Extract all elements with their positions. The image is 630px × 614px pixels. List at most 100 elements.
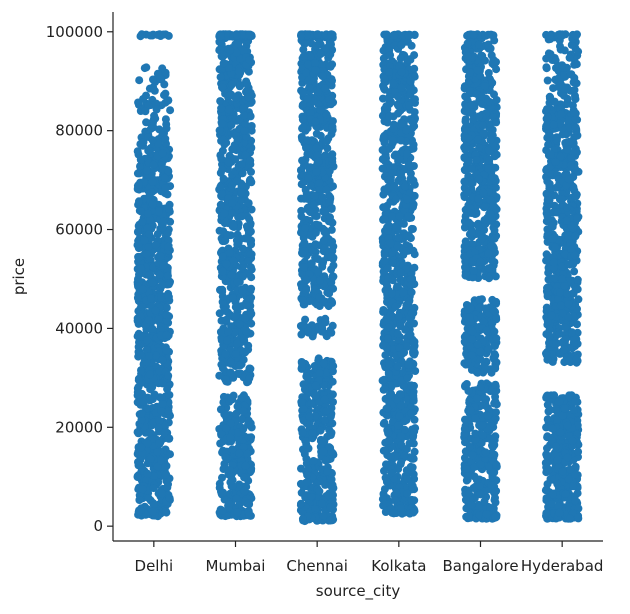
data-point	[145, 271, 154, 280]
data-point	[236, 81, 245, 90]
data-point	[484, 30, 493, 39]
data-point	[298, 156, 307, 165]
data-point	[161, 507, 170, 516]
data-point	[241, 120, 250, 129]
data-point	[316, 426, 325, 435]
data-point	[471, 414, 480, 423]
data-point	[162, 316, 171, 325]
data-point	[396, 322, 405, 331]
data-point	[468, 228, 476, 237]
data-point	[238, 160, 246, 169]
data-point	[473, 368, 482, 377]
data-point	[461, 212, 470, 221]
data-point	[490, 364, 499, 373]
data-point	[159, 217, 168, 226]
data-point	[391, 150, 400, 159]
data-point	[215, 371, 224, 380]
data-point	[219, 59, 228, 68]
data-point	[156, 74, 165, 83]
data-point	[165, 494, 174, 503]
data-point	[303, 60, 312, 69]
series-bangalore	[460, 30, 501, 523]
data-point	[312, 212, 321, 220]
data-point	[383, 404, 392, 413]
data-point	[492, 334, 501, 343]
data-point	[217, 32, 226, 41]
data-point	[155, 270, 164, 279]
data-point	[302, 275, 311, 284]
data-point	[311, 391, 320, 400]
data-point	[315, 293, 324, 302]
data-point	[404, 31, 413, 40]
data-point	[409, 203, 417, 211]
data-point	[158, 149, 167, 158]
data-point	[469, 30, 478, 39]
data-point	[243, 449, 252, 458]
data-point	[221, 453, 230, 461]
data-point	[154, 314, 163, 323]
data-point	[322, 185, 331, 194]
data-point	[247, 309, 256, 318]
data-point	[233, 402, 242, 411]
data-point	[151, 306, 160, 315]
data-point	[297, 398, 306, 406]
data-point	[161, 463, 170, 471]
data-point	[156, 252, 165, 261]
data-point	[138, 485, 147, 494]
data-point	[405, 231, 413, 240]
data-point	[325, 289, 334, 298]
data-point	[472, 156, 481, 164]
data-point	[133, 293, 142, 302]
data-point	[326, 431, 335, 439]
data-point	[475, 143, 484, 152]
data-point	[489, 201, 498, 210]
series-delhi	[133, 30, 175, 521]
data-point	[474, 194, 483, 203]
data-point	[231, 155, 240, 164]
data-point	[384, 323, 393, 332]
data-point	[221, 350, 230, 359]
data-point	[218, 267, 227, 276]
data-point	[229, 373, 238, 382]
data-point	[137, 415, 146, 424]
data-point	[302, 143, 311, 152]
data-point	[150, 471, 159, 480]
data-point	[240, 473, 249, 482]
data-point	[483, 411, 492, 420]
data-point	[146, 31, 155, 40]
data-point	[148, 324, 157, 333]
data-point	[164, 280, 173, 289]
data-point	[141, 107, 150, 116]
data-point	[389, 183, 398, 192]
data-point	[379, 307, 388, 316]
data-point	[231, 93, 240, 102]
data-point	[138, 464, 147, 473]
data-point	[226, 433, 235, 442]
data-point	[314, 221, 323, 230]
data-point	[322, 407, 331, 415]
data-point	[492, 297, 501, 306]
data-point	[327, 328, 336, 337]
data-point	[242, 327, 251, 336]
data-point	[480, 362, 489, 371]
data-point	[488, 78, 497, 87]
data-point	[323, 144, 332, 153]
data-point	[315, 179, 324, 187]
data-point	[162, 311, 171, 319]
data-point	[411, 95, 419, 104]
data-point	[133, 147, 142, 156]
data-point	[488, 173, 497, 182]
data-point	[247, 205, 256, 214]
data-point	[396, 268, 405, 277]
data-point	[218, 506, 227, 515]
data-point	[228, 445, 237, 454]
data-point	[460, 425, 469, 433]
data-point	[464, 386, 473, 395]
data-point	[239, 104, 248, 113]
data-point	[464, 511, 473, 520]
series-kolkata	[378, 30, 420, 518]
data-point	[311, 381, 320, 390]
data-point	[409, 344, 418, 353]
data-point	[164, 371, 173, 380]
data-point	[297, 330, 306, 339]
